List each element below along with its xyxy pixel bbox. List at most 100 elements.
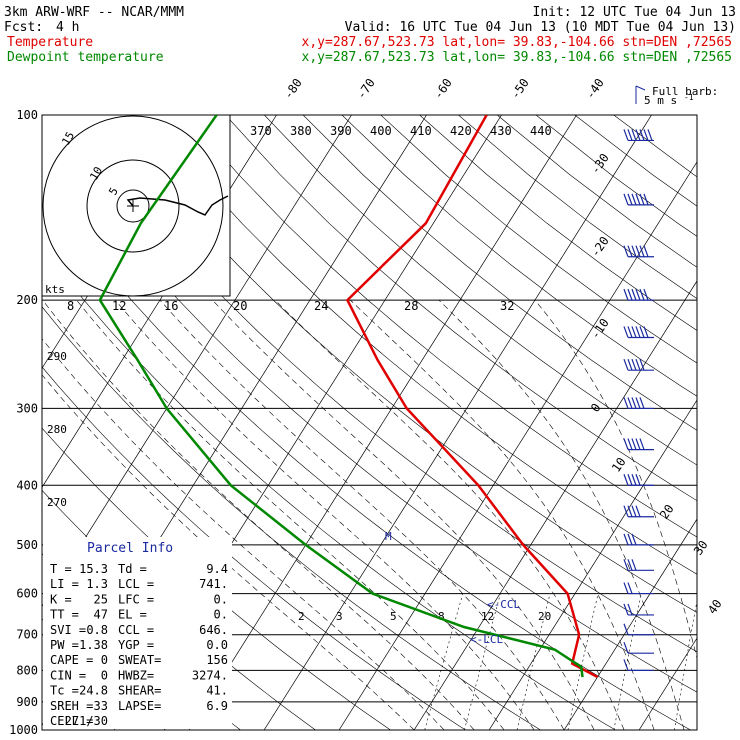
wind-barb-flag xyxy=(643,129,649,141)
pressure-label-1000: 1000 xyxy=(9,723,38,737)
parcel-info-cell: 15.3 xyxy=(79,562,108,576)
isotherm-line xyxy=(42,115,352,608)
wind-barb-flag xyxy=(623,438,629,450)
pressure-label-800: 800 xyxy=(16,663,38,677)
wind-barb-flag xyxy=(631,438,637,450)
wind-barb-flag xyxy=(631,505,637,517)
mixing-ratio-label: 8 xyxy=(438,610,445,623)
parcel-info-cell: 156 xyxy=(206,653,228,667)
moist-adiabat xyxy=(274,299,625,730)
parcel-info-cell: 9.4 xyxy=(206,562,228,576)
parcel-info-cell: K = xyxy=(50,592,72,606)
parcel-info-cell: SHEAR= xyxy=(118,684,161,698)
parcel-info-cell: 41. xyxy=(206,684,228,698)
parcel-info-cell: SREH = xyxy=(50,699,93,713)
wind-barb-flag xyxy=(639,359,645,371)
mixing-ratio-label: 12 xyxy=(481,610,494,623)
theta-left-label: 280 xyxy=(47,423,67,436)
wind-barb-flag xyxy=(623,359,629,371)
wind-barb-flag xyxy=(627,397,633,409)
wind-barb-flag xyxy=(623,129,629,141)
isotherm-label: 30 xyxy=(691,538,711,558)
hodograph-ring-10 xyxy=(86,159,180,253)
isotherm-label: 40 xyxy=(705,597,725,617)
isotherm-label: -10 xyxy=(588,316,612,342)
parcel-info-cell: LAPSE= xyxy=(118,699,161,713)
parcel-info-cell: 0 xyxy=(101,668,108,682)
isotherm-label: -60 xyxy=(431,76,455,102)
parcel-info-cell: 0.0 xyxy=(206,638,228,652)
wind-barb-flag xyxy=(639,326,645,338)
dry-adiabat xyxy=(69,115,697,653)
isotherm-label: 10 xyxy=(609,455,629,475)
parcel-info-cell: LCL = xyxy=(118,577,154,591)
theta-left-label: 290 xyxy=(47,350,67,363)
valid-time: Valid: 16 UTC Tue 04 Jun 13 (10 MDT Tue … xyxy=(345,20,736,35)
theta-label: 440 xyxy=(530,124,552,138)
theta-label: 390 xyxy=(330,124,352,138)
parcel-info-cell: 0. xyxy=(214,608,228,622)
wind-barb-flag xyxy=(627,559,633,571)
fcst-value: 4 h xyxy=(56,20,79,35)
dry-adiabat xyxy=(535,115,697,237)
parcel-info-cell: 1.3 xyxy=(86,577,108,591)
theta-label: 420 xyxy=(450,124,472,138)
mixing-ratio-line xyxy=(674,599,697,730)
isotherm-label: -30 xyxy=(588,151,612,177)
barb-legend-flag xyxy=(635,85,646,91)
wind-barb-flag xyxy=(631,326,637,338)
pressure-label-200: 200 xyxy=(16,293,38,307)
wind-barb-flag xyxy=(631,129,637,141)
isotherm-label: 20 xyxy=(657,502,677,522)
parcel-info-cell: YGP = xyxy=(118,638,154,652)
parcel-info-cell: 33 xyxy=(94,699,108,713)
mixing-ratio-label: 20 xyxy=(538,610,551,623)
parcel-info-cell: SWEAT= xyxy=(118,653,161,667)
isotherm-label: -20 xyxy=(588,234,612,260)
wind-barb-flag xyxy=(635,326,641,338)
wind-barb-flag xyxy=(627,438,633,450)
parcel-info-cell: CELL = xyxy=(50,714,93,728)
wind-barb-flag xyxy=(639,397,645,409)
m-marker: M xyxy=(385,530,392,543)
wind-barb-flag xyxy=(623,505,629,517)
theta-label: 380 xyxy=(290,124,312,138)
wind-barb-flag xyxy=(635,245,641,257)
mixing-ratio-label: 3 xyxy=(336,610,343,623)
wind-barb-flag xyxy=(639,245,645,257)
upper-axis-label: 16 xyxy=(164,299,178,313)
mixing-ratio-label: 2 xyxy=(298,610,305,623)
wind-barb-flag xyxy=(623,559,629,571)
wind-barb-flag xyxy=(635,505,641,517)
hodograph-ring-15 xyxy=(42,115,224,297)
upper-axis-label: 28 xyxy=(404,299,418,313)
parcel-info-cell: 24.8 xyxy=(79,684,108,698)
parcel-info-bg xyxy=(43,537,232,729)
wind-barb-flag xyxy=(627,474,633,486)
wind-barb-flag xyxy=(639,438,645,450)
parcel-info-cell: TT = xyxy=(50,608,79,622)
dry-adiabat xyxy=(613,115,697,178)
isotherm-label: -70 xyxy=(354,76,378,102)
dry-adiabat xyxy=(264,115,697,466)
parcel-info-cell: 47 xyxy=(94,608,108,622)
parcel-info-cell: PW = xyxy=(50,638,79,652)
mixing-ratio-labels: 8 12 16 20 24 28 32 2 3 5 8 12 20 xyxy=(67,299,551,623)
temp-location: x,y=287.67,523.73 lat,lon= 39.83,-104.66… xyxy=(302,35,732,50)
pressure-label-300: 300 xyxy=(16,401,38,415)
hodograph-ring-label-10: 10 xyxy=(87,165,105,183)
parcel-info-cell: 0. xyxy=(214,592,228,606)
wind-barb-flag xyxy=(631,533,637,546)
parcel-info-cell: 0.8 xyxy=(86,623,108,637)
barb-legend-line1: Full barb: xyxy=(652,85,718,98)
isotherm-line xyxy=(338,161,697,730)
theta-label: 410 xyxy=(410,124,432,138)
theta-label: 370 xyxy=(250,124,272,138)
upper-axis-label: 24 xyxy=(314,299,328,313)
parcel-info-cell: EL = xyxy=(118,608,147,622)
wind-barb-flag xyxy=(627,245,633,257)
hodograph-trace xyxy=(126,195,229,216)
parcel-info-cell: CIN = xyxy=(50,668,86,682)
theta-label: 400 xyxy=(370,124,392,138)
